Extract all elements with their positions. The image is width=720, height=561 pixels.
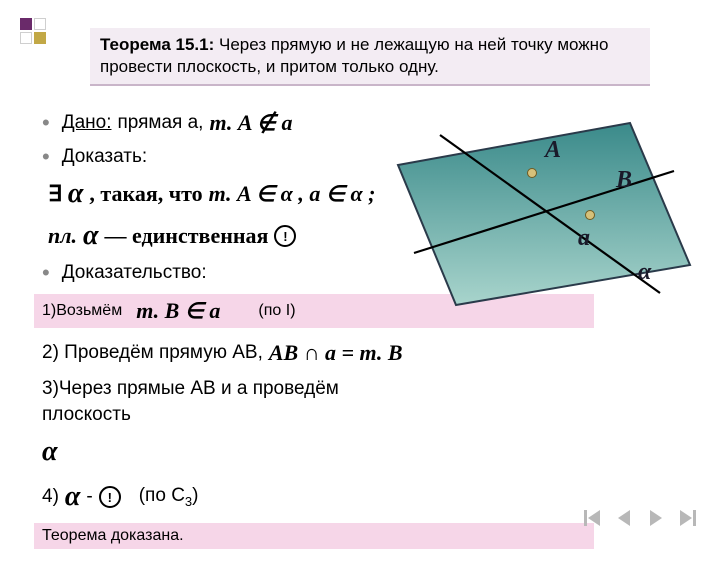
svg-text:B: B: [615, 167, 632, 193]
dash: -: [86, 486, 92, 508]
step1-note: (по I): [258, 302, 295, 320]
theorem-box: Теорема 15.1: Через прямую и не лежащую …: [90, 28, 650, 86]
prove-mid: , такая, что: [89, 181, 202, 207]
unique-text: — единственная: [105, 223, 269, 249]
accent-square: [20, 32, 32, 44]
given-math: т. A ∉ a: [209, 110, 292, 136]
proof-label: Доказательство:: [62, 262, 207, 284]
alpha: α: [42, 433, 58, 471]
svg-text:a: a: [578, 225, 590, 251]
step3-label: 3)Через прямые AB и a проведём плоскость: [42, 376, 402, 427]
given-text: прямая a,: [117, 112, 203, 134]
qed-row: Теорема доказана.: [34, 523, 594, 549]
step3-row: 3)Через прямые AB и a проведём плоскость…: [42, 376, 402, 471]
theorem-label: Теорема 15.1:: [100, 35, 214, 54]
step2-label: 2) Проведём прямую AB,: [42, 342, 263, 364]
exists-sym: ∃: [48, 181, 62, 207]
plane-figure: A Ba α: [390, 115, 695, 310]
unique-icon: !: [99, 486, 121, 508]
step2-row: 2) Проведём прямую AB, AB ∩ a = т. B: [42, 340, 682, 366]
prove-label: Доказать:: [62, 146, 147, 168]
accent-square: [34, 32, 46, 44]
svg-text:A: A: [543, 137, 561, 163]
next-button[interactable]: [644, 508, 666, 528]
step4-note: (по С3): [139, 485, 199, 509]
alpha: α: [83, 220, 99, 252]
prove-math1: т. A ∈ α , a ∈ α ;: [209, 181, 376, 207]
alpha: α: [65, 481, 81, 513]
alpha: α: [68, 178, 84, 210]
pl-label: пл.: [48, 223, 77, 249]
svg-text:α: α: [638, 259, 652, 285]
last-button[interactable]: [674, 508, 696, 528]
accent-square: [34, 18, 46, 30]
qed-text: Теорема доказана.: [42, 527, 184, 544]
given-label: Дано:: [62, 112, 112, 134]
nav-controls: [584, 508, 696, 528]
prev-button[interactable]: [614, 508, 636, 528]
first-button[interactable]: [584, 508, 606, 528]
step4-label: 4): [42, 486, 59, 508]
accent-square: [20, 18, 32, 30]
step1-label: 1)Возьмём: [42, 302, 122, 320]
step1-math: т. B ∈ a: [136, 298, 220, 324]
unique-icon: !: [274, 225, 296, 247]
step2-math: AB ∩ a = т. B: [269, 340, 403, 366]
